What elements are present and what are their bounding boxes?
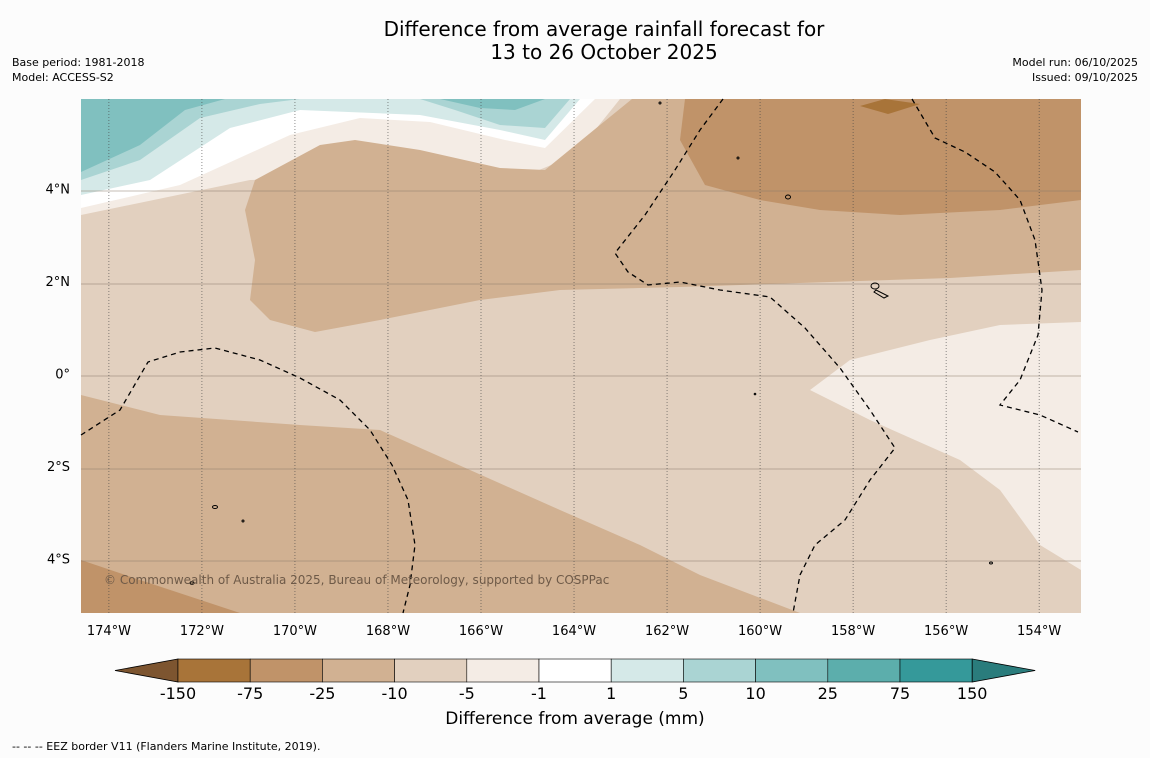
- title-line-1: Difference from average rainfall forecas…: [383, 17, 825, 41]
- anomaly-band-1-5: [81, 99, 580, 195]
- lon-label: 170°W: [273, 624, 317, 639]
- lon-label: 158°W: [831, 624, 875, 639]
- colorbar-tick-label: -150: [160, 684, 196, 703]
- lon-label: 166°W: [459, 624, 503, 639]
- colorbar-segment: [249, 658, 323, 683]
- colorbar-extension-low: [114, 658, 179, 683]
- colorbar-tick-label: 1: [606, 684, 616, 703]
- island-outline: [212, 505, 218, 509]
- title-line-2: 13 to 26 October 2025: [490, 40, 718, 64]
- meta-left: Base period: 1981-2018 Model: ACCESS-S2: [12, 55, 144, 85]
- island-outline: [785, 194, 791, 200]
- colorbar-tick-label: -1: [531, 684, 547, 703]
- colorbar-segment: [466, 658, 540, 683]
- colorbar-tick-label: 10: [745, 684, 765, 703]
- colorbar-segment: [177, 658, 251, 683]
- island-outline: [870, 282, 880, 290]
- colorbar-tick-label: -75: [237, 684, 263, 703]
- colorbar-segment: [899, 658, 973, 683]
- colorbar-segment: [322, 658, 395, 683]
- colorbar-tick-label: -10: [382, 684, 408, 703]
- colorbar-segment: [827, 658, 901, 683]
- colorbar-segment: [538, 658, 612, 683]
- colorbar: -150 -75 -25 -10 -5 -1 1 5 10 25 75 150: [114, 658, 1036, 703]
- eez-borders: [80, 98, 1079, 614]
- colorbar-segment: [755, 658, 829, 683]
- lat-label: 0°: [55, 368, 70, 383]
- model-name: Model: ACCESS-S2: [12, 71, 114, 84]
- island-outline: [753, 392, 757, 396]
- lon-label: 156°W: [924, 624, 968, 639]
- chart-title: Difference from average rainfall forecas…: [0, 18, 1150, 64]
- colorbar-tick-label: 5: [678, 684, 688, 703]
- lat-label: 2°N: [46, 275, 71, 290]
- eez-legend-footer: -- -- -- EEZ border V11 (Flanders Marine…: [12, 740, 321, 753]
- lat-label: 4°S: [47, 553, 70, 568]
- colorbar-segment: [394, 658, 468, 683]
- colorbar-tick-label: -25: [309, 684, 335, 703]
- lon-label: 160°W: [738, 624, 782, 639]
- colorbar-segment: [683, 658, 756, 683]
- lon-label: 154°W: [1017, 624, 1061, 639]
- longitude-labels: 174°W 172°W 170°W 168°W 166°W 164°W 162°W 160°W…: [87, 624, 1062, 639]
- map-fill: [81, 99, 1081, 613]
- anomaly-band-minus25-minus10-ne: [680, 99, 1081, 215]
- colorbar-units-label: Difference from average (mm): [445, 709, 705, 729]
- issued-date: Issued: 09/10/2025: [1031, 71, 1138, 84]
- island-outline: [736, 156, 740, 160]
- anomaly-band-10-25: [81, 99, 225, 172]
- lon-label: 172°W: [180, 624, 224, 639]
- island-outline: [241, 519, 245, 523]
- colorbar-segment: [610, 658, 684, 683]
- colorbar-tick-label: 150: [957, 684, 988, 703]
- colorbar-tick-label: 75: [890, 684, 910, 703]
- lon-label: 162°W: [645, 624, 689, 639]
- lon-label: 174°W: [87, 624, 131, 639]
- island-outline: [189, 581, 195, 585]
- meta-right: Model run: 06/10/2025 Issued: 09/10/2025: [1012, 55, 1138, 85]
- island-outline: [873, 289, 890, 299]
- anomaly-band-5-10-b: [420, 99, 570, 128]
- lat-label: 2°S: [47, 460, 70, 475]
- latitude-labels: 4°N 2°N 0° 2°S 4°S: [46, 182, 71, 567]
- lat-label: 4°N: [46, 182, 71, 197]
- base-period: Base period: 1981-2018: [12, 56, 145, 69]
- lon-label: 164°W: [552, 624, 596, 639]
- island-outline: [658, 101, 662, 105]
- colorbar-extension-high: [971, 658, 1036, 683]
- islands: [189, 101, 993, 585]
- island-outline: [989, 561, 993, 565]
- anomaly-band-minus10-minus5-south: [81, 395, 800, 613]
- colorbar-tick-label: 25: [818, 684, 838, 703]
- anomaly-band-minus75-minus25: [860, 99, 920, 114]
- graticule: [81, 190, 1081, 562]
- colorbar-tick-label: -5: [459, 684, 475, 703]
- anomaly-band-10-25-b: [440, 99, 545, 110]
- anomaly-band-minus1-plus1-east: [810, 322, 1081, 570]
- lon-label: 168°W: [366, 624, 410, 639]
- model-run: Model run: 06/10/2025: [1012, 56, 1138, 69]
- anomaly-band-minus25-minus10-sw: [81, 560, 240, 613]
- copyright-notice: © Commonwealth of Australia 2025, Bureau…: [104, 573, 609, 587]
